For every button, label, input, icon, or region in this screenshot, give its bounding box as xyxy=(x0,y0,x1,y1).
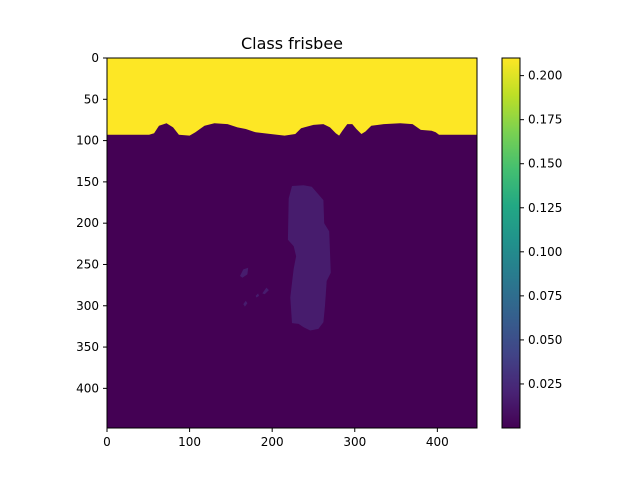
heatmap-region-5 xyxy=(243,300,248,307)
x-tick-label: 100 xyxy=(178,435,201,449)
y-tick-label: 0 xyxy=(91,51,99,65)
plot-area xyxy=(106,57,478,429)
colorbar-tick-label: 0.200 xyxy=(528,69,562,83)
plot-frame xyxy=(106,57,478,429)
colorbar-tick-label: 0.150 xyxy=(528,157,562,171)
x-tick-label: 0 xyxy=(103,435,111,449)
heatmap-region-6 xyxy=(255,293,259,298)
colorbar-tick-label: 0.050 xyxy=(528,333,562,347)
y-tick-label: 150 xyxy=(76,175,99,189)
y-tick-label: 100 xyxy=(76,134,99,148)
x-tick-label: 300 xyxy=(343,435,366,449)
y-tick-label: 50 xyxy=(84,92,99,106)
colorbar-tick-label: 0.125 xyxy=(528,201,562,215)
y-axis: 0 50 100 150 200 250 300 350 400 xyxy=(76,51,107,395)
heatmap-region-3 xyxy=(240,267,249,278)
chart-title: Class frisbee xyxy=(241,34,343,53)
y-tick-label: 200 xyxy=(76,216,99,230)
colorbar-tick-label: 0.175 xyxy=(528,113,562,127)
heatmap-region-4 xyxy=(262,287,269,295)
colorbar-tick-label: 0.075 xyxy=(528,289,562,303)
y-tick-label: 400 xyxy=(76,381,99,395)
x-tick-label: 400 xyxy=(426,435,449,449)
colorbar-tick-label: 0.025 xyxy=(528,377,562,391)
x-axis: 0 100 200 300 400 xyxy=(103,428,449,449)
y-tick-label: 250 xyxy=(76,257,99,271)
x-tick-label: 200 xyxy=(261,435,284,449)
colorbar-tick-label: 0.100 xyxy=(528,245,562,259)
heatmap-region-1 xyxy=(107,58,477,136)
y-tick-label: 300 xyxy=(76,299,99,313)
colorbar-gradient xyxy=(501,57,521,429)
heatmap-regions xyxy=(107,58,477,331)
y-tick-label: 350 xyxy=(76,340,99,354)
colorbar: 0.025 0.050 0.075 0.100 0.125 0.150 0.175 0.200 xyxy=(501,57,562,429)
colorbar-ticks: 0.025 0.050 0.075 0.100 0.125 0.150 0.175 0.200 xyxy=(520,69,562,391)
heatmap-region-2 xyxy=(287,185,331,331)
